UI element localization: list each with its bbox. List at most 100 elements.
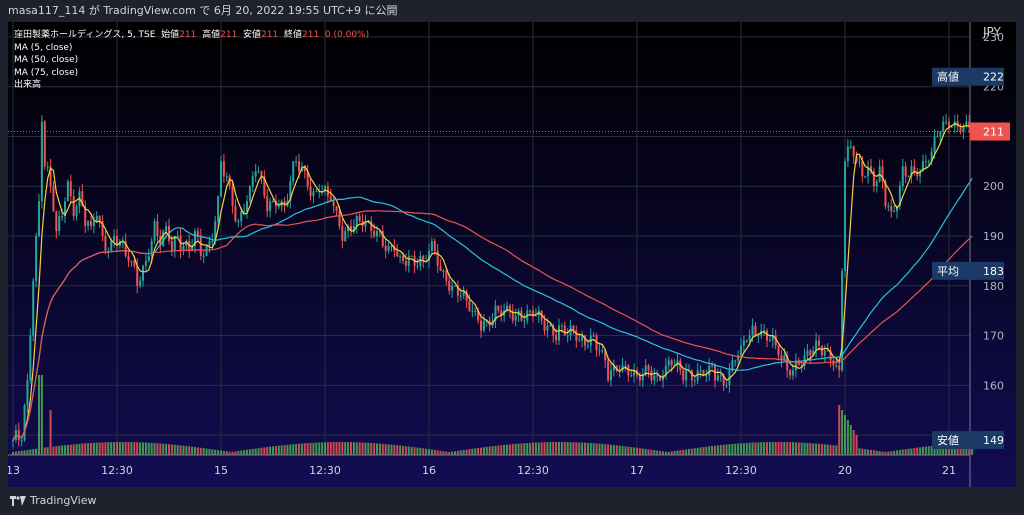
volume-bar [531,442,535,455]
candle-body [81,191,84,207]
x-tick-label: 17 [630,464,644,477]
volume-bar [439,450,442,455]
candle-body [820,345,823,356]
x-tick-label: 12:30 [725,464,757,477]
volume-bar [66,444,69,455]
volume-bar [924,446,927,455]
candle-body [407,255,410,266]
volume-bar [893,450,896,455]
volume-bar [58,445,61,455]
candle-body [153,221,156,241]
candle-body [667,360,670,366]
candle-body [711,365,714,367]
y-tick-label: 160 [983,379,1004,392]
volume-bar [763,442,766,455]
volume-bar [690,448,693,455]
volume-bar [826,444,829,455]
candle-body [872,171,875,187]
candle-body [962,126,965,132]
study-volume[interactable]: 出来高 [14,80,42,90]
volume-bar [453,451,457,455]
volume-bar [898,449,901,455]
candle-body [560,325,563,327]
candle-body [188,240,191,251]
volume-bar [815,443,818,455]
volume-bar [260,447,263,455]
candle-body [263,176,266,197]
candle-body [266,196,269,212]
candle-body [231,186,234,207]
last-price-badge [970,122,1010,141]
candle-body [708,365,711,376]
volume-bar [687,448,691,455]
volume-bar [110,442,113,455]
candle-body [26,380,29,406]
volume-bar [179,445,182,455]
candle-body [245,201,249,212]
candle-body [482,320,485,331]
volume-bar [479,447,483,455]
volume-bar [488,446,491,455]
volume-bar [713,445,717,455]
volume-bar [566,442,569,455]
candle-body [650,370,653,381]
volume-bar [572,442,575,455]
candle-body [373,231,376,237]
candle-body [630,375,633,377]
candle-body [63,201,67,217]
study-ma75[interactable]: MA (75, close) [14,67,79,78]
study-ma50[interactable]: MA (50, close) [14,55,79,65]
candle-body [433,240,436,251]
volume-bar [75,444,78,455]
volume-bar [170,444,173,455]
candle-body [838,365,841,371]
candle-body [55,211,58,232]
candle-body [615,365,618,371]
volume-bar [823,444,826,455]
close-label: 終値 [283,30,302,40]
candle-body [141,265,145,281]
candle-body [182,245,185,251]
candle-body [404,260,407,266]
volume-bar [225,451,228,455]
volume-bar [777,442,780,455]
candle-body [69,181,72,197]
candle-body [136,265,139,286]
candle-body [46,166,49,168]
volume-bar [338,442,341,455]
price-badges: 高値 222 平均 183 安値 149 211 [8,67,1010,450]
volume-bar [459,450,462,455]
candle-body [66,181,69,202]
volume-bar [196,447,199,455]
candle-body [448,280,451,291]
candle-body [401,255,405,261]
candle-body [240,211,243,222]
candle-body [563,325,566,336]
price-badge-label: 平均 [937,265,959,278]
tradingview-logo[interactable]: TradingView [10,494,96,507]
candle-body [832,360,835,366]
candle-body [427,250,431,261]
volume-bar [534,442,537,455]
candle-body [312,191,315,197]
chart-area[interactable]: 2302202102001901801701601501312:301512:3… [6,22,1016,487]
candle-body [670,360,673,366]
price-chart[interactable]: 2302202102001901801701601501312:301512:3… [6,22,1016,487]
candle-body [786,355,789,371]
candle-body [725,385,728,387]
volume-bar [156,443,159,455]
candle-body [583,335,587,346]
candle-body [575,330,578,341]
volume-bar [303,443,306,455]
candle-body [459,295,462,297]
volume-bar [771,442,774,455]
candle-body [869,166,873,172]
volume-bar [46,447,49,455]
symbol-name[interactable]: 窪田製薬ホールディングス, 5, TSE [14,30,156,40]
volume-bar [133,442,136,455]
study-ma5[interactable]: MA (5, close) [14,42,73,53]
candle-body [375,231,379,237]
candle-body [586,345,589,347]
chart-legend: 窪田製薬ホールディングス, 5, TSE 始値211 高値211 安値211 終… [14,29,369,92]
candle-body [323,186,327,192]
